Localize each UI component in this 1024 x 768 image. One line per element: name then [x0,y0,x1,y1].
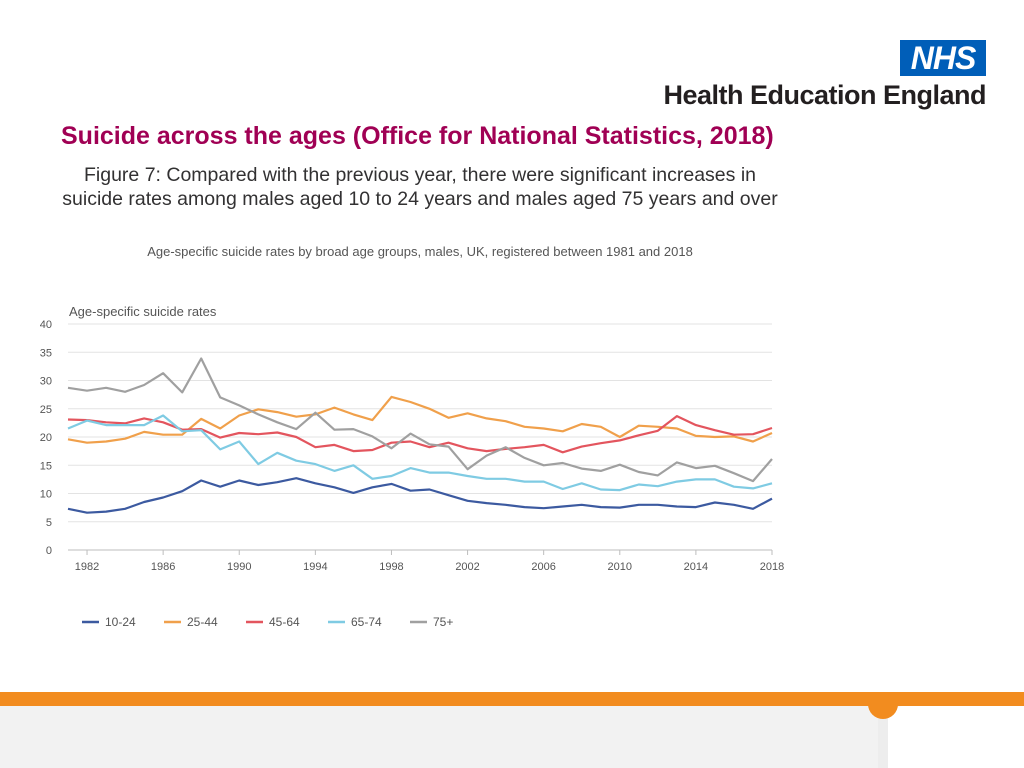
x-tick-label: 2018 [760,561,784,573]
y-tick-label: 40 [40,319,52,331]
y-tick-label: 15 [40,460,52,472]
series-line-65-74 [67,414,773,492]
slide-title: Suicide across the ages (Office for Nati… [61,122,774,150]
nhs-hee-logo: NHS Health Education England [636,40,986,110]
y-tick-label: 30 [40,376,52,388]
figure-subtitle: Age-specific suicide rates by broad age … [147,244,693,259]
figure-title: Figure 7: Compared with the previous yea… [62,164,778,210]
legend-label-65-74: 65-74 [351,615,382,629]
y-tick-label: 35 [40,347,52,359]
x-tick-label: 1990 [227,561,251,573]
series-line-10-24 [67,477,773,514]
series-line-45-64 [67,414,773,454]
footer-orange-band [0,692,1024,706]
y-tick-label: 10 [40,489,52,501]
legend-label-45-64: 45-64 [269,615,300,629]
footer-notch [868,703,898,719]
x-tick-label: 1986 [151,561,175,573]
x-tick-label: 2014 [684,561,708,573]
legend-label-10-24: 10-24 [105,615,136,629]
x-tick-label: 1982 [75,561,99,573]
y-tick-label: 20 [40,432,52,444]
line-chart: Age-specific suicide rates 0 5 10 15 20 25 30 35… [40,304,784,629]
series-line-25-44 [67,395,773,444]
y-tick-label: 5 [46,517,52,529]
nhs-logo: NHS [900,40,986,76]
legend-label-25-44: 25-44 [187,615,218,629]
x-tick-label: 1994 [303,561,327,573]
y-tick-label: 25 [40,404,52,416]
y-tick-label: 0 [46,545,52,557]
x-tick-label: 2010 [608,561,632,573]
legend-label-75+: 75+ [433,615,453,629]
org-name: Health Education England [663,80,986,110]
x-tick-label: 2002 [455,561,479,573]
footer-left-tab [0,706,878,768]
series-line-75+ [67,357,773,483]
x-tick-label: 1998 [379,561,403,573]
footer-right-tab [888,706,1024,768]
chart-title: Age-specific suicide rates [69,304,217,319]
x-tick-label: 2006 [531,561,555,573]
